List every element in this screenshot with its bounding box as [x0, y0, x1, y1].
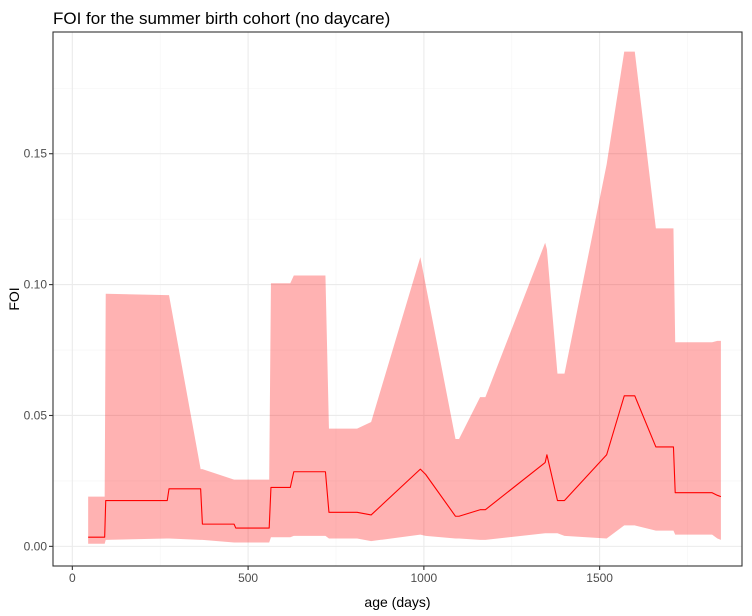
confidence-ribbon: [88, 51, 721, 544]
panel-border: [52, 31, 743, 567]
y-tick-label: 0.05: [24, 408, 48, 422]
x-tick-label: 1000: [411, 571, 438, 585]
y-axis: 0.00 0.05 0.10 0.15: [24, 147, 53, 553]
chart-title: FOI for the summer birth cohort (no dayc…: [53, 9, 390, 28]
y-tick-label: 0.15: [24, 147, 48, 161]
x-axis: 0 500 1000 1500: [69, 566, 613, 585]
x-tick-label: 1500: [586, 571, 613, 585]
foi-line-layer: [88, 395, 722, 538]
gridlines: [53, 32, 742, 566]
confidence-ribbon-layer: [88, 51, 721, 544]
x-axis-title: age (days): [364, 594, 430, 610]
y-axis-title: FOI: [6, 287, 22, 310]
y-tick-label: 0.10: [24, 278, 48, 292]
x-tick-label: 0: [69, 571, 76, 585]
y-tick-label: 0.00: [24, 539, 48, 553]
foi-line: [88, 395, 722, 538]
x-tick-label: 500: [238, 571, 258, 585]
